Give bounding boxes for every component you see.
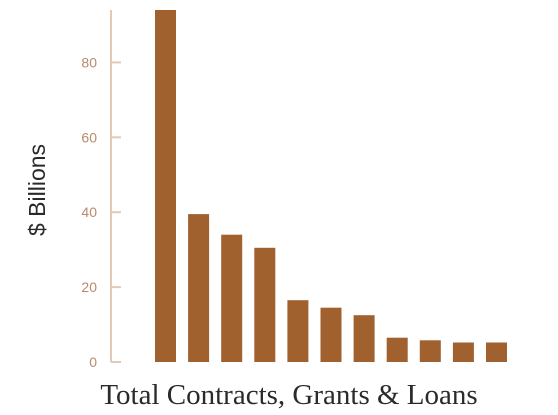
bar-1 <box>155 10 176 362</box>
bar-10 <box>452 342 474 362</box>
y-tick-label: 40 <box>81 204 97 220</box>
bars-group <box>155 10 507 362</box>
bar-7 <box>353 315 375 362</box>
bar-3 <box>221 234 243 362</box>
bar-5 <box>287 300 309 362</box>
x-axis-label: Total Contracts, Grants & Loans <box>100 379 477 411</box>
y-tick-label: 80 <box>81 54 97 70</box>
bar-6 <box>320 307 342 362</box>
bar-8 <box>386 337 408 362</box>
bar-2 <box>188 214 210 362</box>
bar-4 <box>254 247 276 362</box>
y-tick-label: 60 <box>81 129 97 145</box>
bar-9 <box>419 340 441 362</box>
y-axis-label: $ Billions <box>24 144 50 236</box>
y-axis: 0 20 40 60 80 <box>81 10 121 370</box>
bar-11 <box>486 342 507 362</box>
y-tick-label: 20 <box>81 279 97 295</box>
y-tick-label: 0 <box>89 354 97 370</box>
